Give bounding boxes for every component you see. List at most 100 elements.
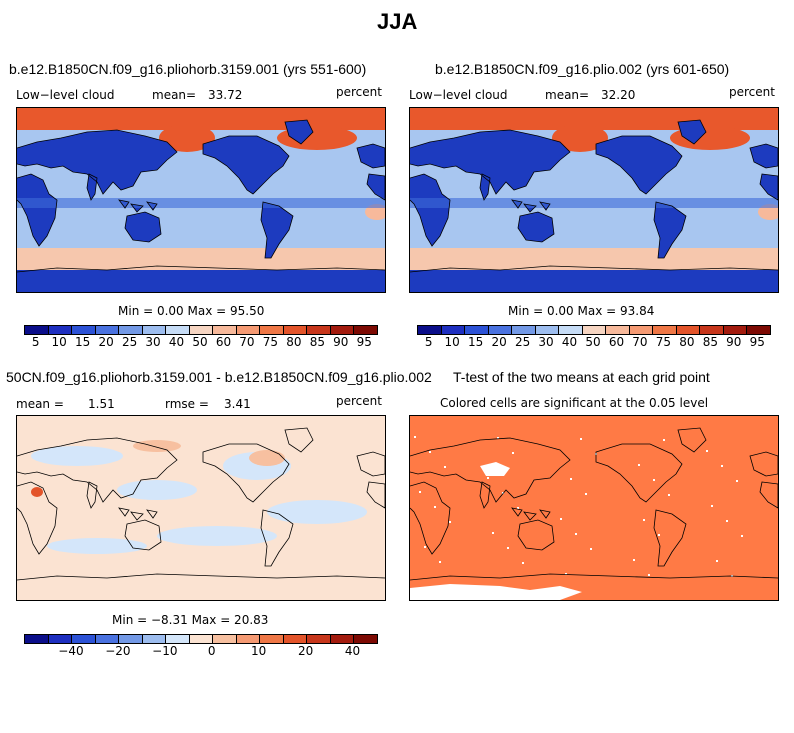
coastline (759, 173, 778, 201)
nonsignificant-cell (668, 494, 670, 496)
coastline (260, 509, 294, 567)
nonsignificant-asia (480, 462, 510, 476)
land-low-cloud (125, 212, 161, 242)
nonsignificant-cell (497, 437, 499, 439)
nonsignificant-cell (522, 562, 524, 564)
colorbar-tick-label: 85 (702, 335, 718, 349)
colorbar-tick-label: 10 (251, 644, 267, 658)
coastline (479, 481, 491, 509)
coastline (356, 451, 385, 477)
panel2-colorbar-ticks: 5 10 15 20 25 30 40 50 60 70 75 80 85 90 95 (417, 335, 769, 351)
colorbar-swatch (166, 635, 190, 643)
colorbar-swatch (213, 326, 237, 334)
colorbar-tick-label: 40 (168, 335, 185, 349)
colorbar-swatch (676, 326, 701, 334)
colorbar-swatch (236, 635, 261, 643)
colorbar-tick-label: −20 (105, 644, 131, 658)
coastline (749, 143, 778, 169)
coastline (202, 443, 290, 503)
colorbar-swatch (142, 326, 167, 334)
panel1-minmax: Min = 0.00 Max = 95.50 (118, 304, 265, 318)
panel4-significance-field (410, 416, 778, 600)
north-pacific-stratocumulus (552, 124, 608, 152)
coastline (410, 573, 778, 581)
nonsignificant-cell (706, 450, 708, 452)
panel3-units: percent (336, 394, 382, 408)
positive-anomaly-northpacific (133, 440, 181, 452)
colorbar-tick-label: −10 (152, 644, 178, 658)
panel1-units: percent (336, 85, 382, 99)
panel2-variable-label: Low−level cloud (409, 88, 508, 102)
coastline (260, 201, 294, 259)
nonsignificant-cell (434, 506, 436, 508)
colorbar-tick-label: 15 (468, 335, 484, 349)
colorbar-tick-label: 20 (98, 335, 114, 349)
land-low-cloud (518, 212, 554, 242)
nonsignificant-cell (633, 559, 635, 561)
colorbar-tick-label: 10 (51, 335, 67, 349)
namibia-stratocumulus (365, 204, 385, 220)
colorbar-tick-label: 30 (538, 335, 554, 349)
colorbar-swatch (25, 635, 49, 643)
coastline (86, 481, 98, 509)
coastline (118, 199, 158, 213)
coastline (17, 573, 385, 581)
panel1-colorbar-ticks: 5 10 15 20 25 30 40 50 60 70 75 80 85 90 95 (24, 335, 376, 351)
coastline (759, 481, 778, 509)
coastline (366, 481, 385, 509)
land-low-cloud (750, 144, 778, 168)
colorbar-swatch (653, 326, 677, 334)
nonsignificant-cell (580, 438, 582, 440)
colorbar-swatch (283, 635, 308, 643)
nonsignificant-cell (575, 533, 577, 535)
colorbar-tick-label: 60 (215, 335, 232, 349)
colorbar-swatch (142, 635, 167, 643)
nonsignificant-cell (444, 466, 446, 468)
coastline (677, 119, 707, 145)
nonsignificant-cell (585, 493, 587, 495)
colorbar-tick-label: 0 (207, 644, 216, 658)
colorbar-tick-label: 20 (491, 335, 507, 349)
nonsignificant-cell (560, 518, 562, 520)
coastline (479, 173, 491, 201)
coastline (86, 173, 98, 201)
nonsignificant-cell (424, 546, 426, 548)
colorbar-tick-label: 85 (309, 335, 325, 349)
coastline (356, 143, 385, 169)
panel3-colorbar-ticks: −40 −20 −10 0 10 20 40 (24, 644, 376, 660)
colorbar-swatch (48, 326, 73, 334)
southern-ocean-band (410, 248, 778, 270)
colorbar-tick-label: 25 (121, 335, 138, 349)
land-low-cloud (410, 130, 570, 194)
colorbar-tick-label: 95 (749, 335, 765, 349)
colorbar-tick-label: 5 (31, 335, 40, 349)
negative-anomaly-westpacific (117, 480, 197, 500)
coastline (677, 427, 707, 453)
coastline (517, 211, 555, 243)
colorbar-swatch (723, 326, 748, 334)
nonsignificant-cell (711, 505, 713, 507)
panel1-mean-value: 33.72 (208, 88, 243, 102)
colorbar-swatch (354, 635, 377, 643)
land-low-cloud (367, 174, 385, 200)
colorbar-swatch (95, 326, 120, 334)
coastline (202, 135, 290, 195)
colorbar-tick-label: 70 (239, 335, 255, 349)
antarctic-band (17, 270, 385, 292)
colorbar-tick-label: 10 (444, 335, 460, 349)
colorbar-tick-label: −40 (58, 644, 84, 658)
nonsignificant-cell (638, 464, 640, 466)
land-low-cloud (357, 144, 385, 168)
coastline (17, 173, 58, 247)
coastline (124, 211, 162, 243)
colorbar-tick-label: 90 (333, 335, 349, 349)
north-pacific-stratocumulus (159, 124, 215, 152)
nonsignificant-cell (570, 478, 572, 480)
panel1-colorbar (24, 325, 378, 335)
coastline (17, 481, 58, 555)
colorbar-swatch (535, 326, 560, 334)
colorbar-tick-label: 75 (262, 335, 279, 349)
coastline (410, 437, 571, 503)
colorbar-tick-label: 25 (514, 335, 531, 349)
panel2-cloud-field (410, 108, 778, 292)
